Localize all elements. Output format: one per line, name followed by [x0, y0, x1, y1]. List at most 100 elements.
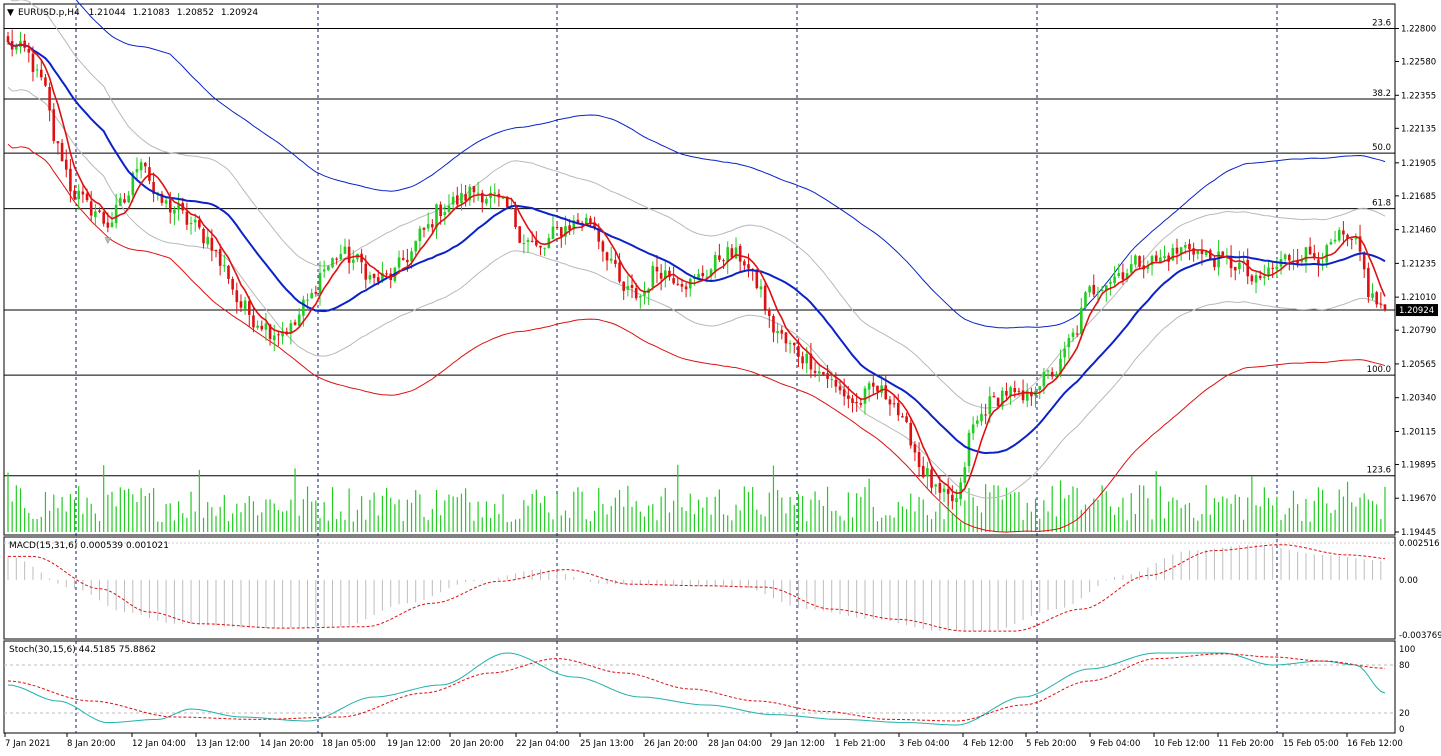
candles[interactable] — [6, 29, 1387, 510]
fib-label: 23.6 — [1372, 19, 1391, 29]
candle-body — [734, 247, 738, 259]
candle-body — [44, 77, 47, 86]
candle-body — [401, 258, 405, 260]
macd-tick-label: -0.003769 — [1399, 631, 1441, 641]
candle-body — [302, 299, 305, 316]
inner-lower-band — [7, 86, 1386, 499]
high-value: 1.21083 — [133, 8, 170, 18]
candle-body — [847, 395, 850, 399]
candle-body — [464, 194, 467, 201]
candle-body — [913, 444, 917, 453]
candle-body — [1238, 262, 1241, 270]
candle-body — [397, 257, 401, 268]
candle-body — [834, 380, 838, 387]
time-tick-label: 26 Jan 20:00 — [644, 739, 698, 749]
inner-upper-band — [10, 0, 1386, 409]
candle-body — [1000, 390, 1004, 407]
candle-body — [73, 190, 76, 199]
candle-body — [1229, 255, 1233, 269]
candle-body — [177, 204, 180, 210]
candle-body — [1088, 286, 1091, 293]
candle-body — [426, 224, 430, 229]
macd-label: MACD(15,31,6) 0.000539 0.001021 — [9, 541, 169, 551]
candle-body — [460, 192, 463, 204]
candle-body — [1113, 276, 1116, 284]
candle-body — [842, 389, 846, 397]
candle-body — [1050, 372, 1054, 377]
price-tick-label: 1.20790 — [1401, 326, 1436, 336]
candle-body — [1104, 285, 1108, 292]
candle-body — [39, 69, 43, 78]
candle-body — [1171, 248, 1175, 261]
candle-body — [310, 292, 313, 299]
stoch-tick-label: 20 — [1399, 709, 1410, 719]
candle-body — [6, 36, 10, 43]
time-tick-label: 7 Jan 2021 — [5, 739, 51, 749]
candle-body — [772, 316, 775, 333]
candle-body — [876, 385, 879, 392]
time-tick-label: 19 Jan 12:00 — [387, 739, 441, 749]
candle-body — [385, 273, 388, 275]
candle-body — [663, 270, 667, 280]
price-tick-label: 1.21905 — [1401, 159, 1436, 169]
candle-body — [622, 281, 625, 291]
candle-body — [293, 322, 297, 325]
price-tick-label: 1.20565 — [1401, 360, 1436, 370]
time-tick-label: 20 Jan 20:00 — [450, 739, 504, 749]
candle-body — [526, 239, 530, 242]
candle-body — [210, 237, 214, 251]
candle-body — [759, 286, 763, 290]
candle-body — [1146, 265, 1150, 269]
candle-body — [855, 401, 858, 403]
candle-body — [185, 211, 189, 225]
vertical-grid — [75, 5, 1278, 733]
candle-body — [743, 261, 746, 266]
time-tick-label: 29 Jan 12:00 — [771, 739, 825, 749]
candle-body — [1109, 282, 1112, 284]
candle-body — [1354, 237, 1358, 240]
candle-body — [252, 315, 255, 328]
candle-body — [1175, 247, 1179, 254]
candle-body — [572, 220, 576, 230]
fib-label: 61.8 — [1372, 199, 1391, 209]
time-tick-label: 3 Feb 04:00 — [899, 739, 949, 749]
candle-body — [218, 249, 222, 266]
candle-body — [564, 226, 567, 237]
ma-fast-line — [7, 41, 1386, 495]
candle-body — [327, 266, 330, 271]
candle-body — [601, 241, 605, 252]
price-tick-label: 1.22355 — [1401, 91, 1436, 101]
candle-body — [360, 253, 363, 263]
candle-body — [272, 335, 276, 341]
candle-body — [930, 469, 933, 488]
candle-body — [1163, 256, 1166, 258]
dropdown-arrow-icon[interactable]: ▼ — [7, 8, 14, 18]
macd-signal-line — [8, 544, 1386, 632]
candle-body — [539, 245, 542, 248]
price-tick-label: 1.21010 — [1401, 293, 1436, 303]
candle-body — [152, 182, 155, 194]
candle-body — [1283, 254, 1287, 260]
macd-tick-label: 0.00 — [1399, 576, 1418, 586]
candle-body — [697, 273, 700, 280]
stoch-tick-label: 0 — [1399, 725, 1404, 735]
price-axis: 1.22800 1.22580 1.22355 1.22135 1.21905 1.216… — [1395, 25, 1441, 735]
candle-body — [788, 343, 792, 345]
candle-body — [15, 45, 18, 50]
candle-body — [651, 265, 655, 288]
candle-body — [451, 196, 455, 205]
candle-body — [1042, 372, 1046, 387]
candle-body — [1009, 387, 1012, 397]
time-tick-label: 1 Feb 21:00 — [835, 739, 885, 749]
candle-body — [351, 259, 355, 263]
candle-body — [297, 314, 301, 326]
fib-label: 50.0 — [1372, 143, 1391, 153]
candle-body — [1196, 249, 1200, 254]
candle-body — [247, 301, 251, 315]
stoch-panel-frame — [3, 640, 1396, 734]
symbol-label: EURUSD.p,H4 — [18, 8, 80, 18]
candle-body — [634, 288, 638, 299]
candle-body — [443, 212, 447, 216]
candle-body — [971, 424, 975, 434]
